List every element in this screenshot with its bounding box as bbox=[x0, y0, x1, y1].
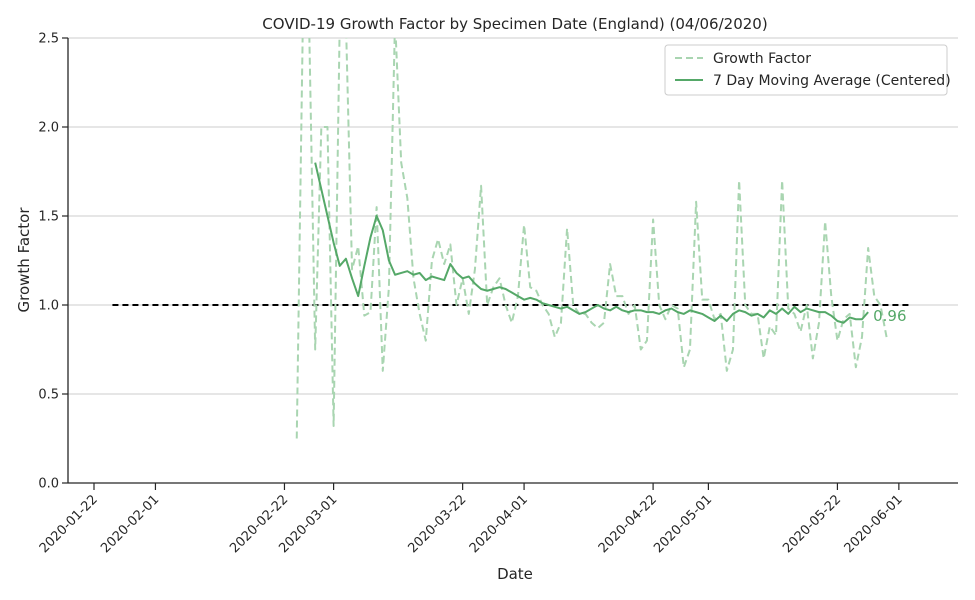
legend: Growth Factor 7 Day Moving Average (Cent… bbox=[664, 44, 951, 96]
x-tick-label: 2020-06-01 bbox=[842, 492, 906, 556]
y-tick-label: 0.0 bbox=[38, 477, 59, 492]
x-tick-label: 2020-04-22 bbox=[596, 492, 660, 556]
legend-label-growth-factor: Growth Factor bbox=[713, 51, 811, 67]
x-tick-label: 2020-03-22 bbox=[405, 492, 469, 556]
x-tick-label: 2020-04-01 bbox=[467, 492, 531, 556]
y-tick-label: 1.5 bbox=[38, 210, 59, 225]
y-axis-title: Growth Factor bbox=[15, 207, 33, 313]
last-value-label: 0.96 bbox=[873, 307, 906, 325]
moving-average-line bbox=[314, 162, 869, 324]
y-tick-label: 2.5 bbox=[38, 32, 59, 47]
x-tick-label: 2020-05-22 bbox=[780, 492, 844, 556]
chart-title: COVID-19 Growth Factor by Specimen Date … bbox=[262, 15, 767, 33]
y-tick-label: 2.0 bbox=[38, 121, 59, 136]
x-tick-label: 2020-01-22 bbox=[37, 492, 101, 556]
legend-label-moving-average: 7 Day Moving Average (Centered) bbox=[713, 73, 951, 89]
legend-frame bbox=[664, 44, 948, 96]
growth-factor-line bbox=[295, 38, 888, 439]
y-tick-label: 1.0 bbox=[38, 299, 59, 314]
x-tick-label: 2020-05-01 bbox=[651, 492, 715, 556]
axes bbox=[62, 37, 958, 490]
x-axis-title: Date bbox=[497, 565, 533, 583]
x-tick-label: 2020-02-01 bbox=[98, 492, 162, 556]
series-layer bbox=[295, 38, 888, 439]
y-tick-label: 0.5 bbox=[38, 388, 59, 403]
